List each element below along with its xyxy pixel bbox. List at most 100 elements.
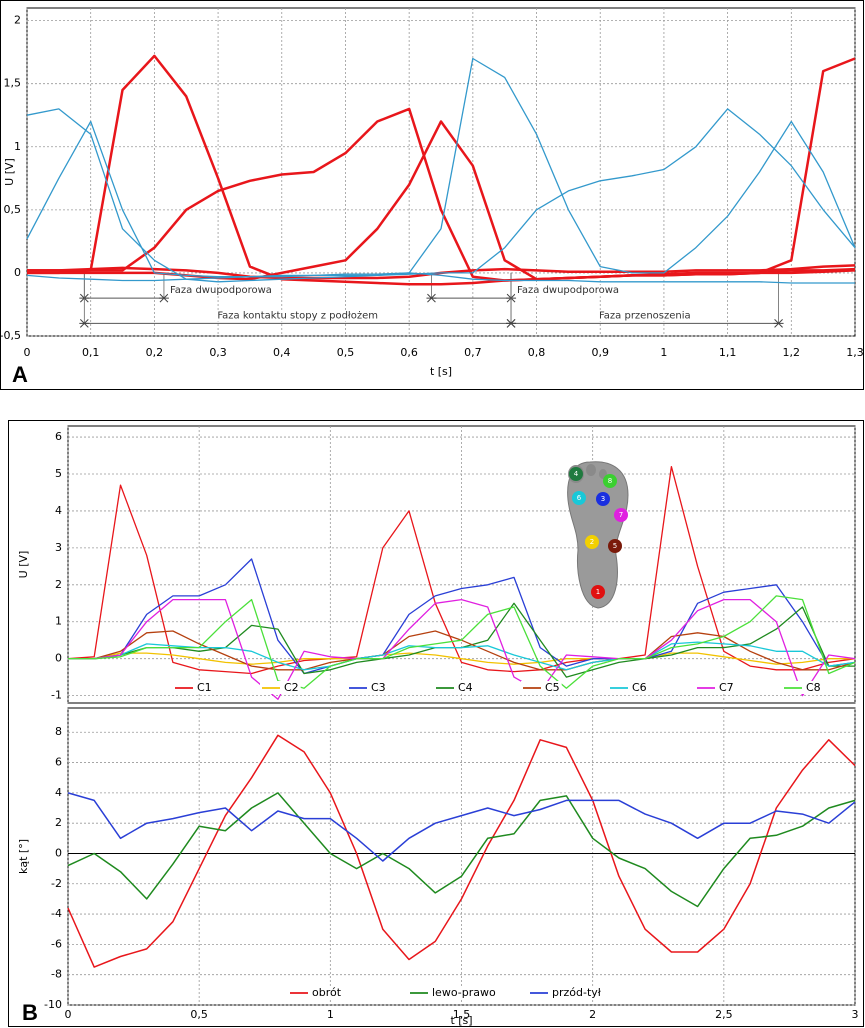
y-tick-label: 3: [55, 541, 62, 554]
series-line: [26, 57, 856, 278]
x-tick-label: 0,4: [273, 346, 291, 359]
plot-area: [26, 7, 856, 337]
sensor-label: 8: [608, 477, 612, 485]
sensor-marker: [608, 539, 622, 553]
y-tick-label: 6: [55, 756, 62, 769]
y-axis-label: U [V]: [17, 551, 30, 579]
legend-bg: [173, 681, 214, 694]
x-tick-label: 2: [589, 1008, 596, 1021]
series-line: [68, 598, 856, 700]
x-tick-label: 0: [65, 1008, 72, 1021]
sensor-marker: [585, 535, 599, 549]
x-axis-label: t [s]: [450, 1014, 472, 1027]
legend-label: C8: [806, 681, 821, 694]
legend-label: C1: [197, 681, 212, 694]
y-tick-label: 0: [14, 266, 21, 279]
y-tick-label: 2: [14, 14, 21, 27]
legend-bg: [260, 681, 301, 694]
toe: [586, 464, 596, 476]
y-axis-label: U [V]: [3, 158, 16, 186]
x-tick-label: 2,5: [715, 1008, 733, 1021]
series-line: [26, 108, 856, 283]
sensor-marker: [614, 508, 628, 522]
y-tick-label: 4: [55, 786, 62, 799]
legend-bg: [288, 986, 344, 999]
x-tick-label: 1: [327, 1008, 334, 1021]
x-tick-label: 0: [24, 346, 31, 359]
sensor-marker: [591, 585, 605, 599]
foot-inset: 1 2 3 4 5 6 7 8: [567, 461, 629, 609]
legend-label: lewo-prawo: [432, 986, 496, 999]
x-tick-label: 0,6: [400, 346, 418, 359]
x-tick-label: 0,3: [209, 346, 227, 359]
annotation-star: [506, 319, 517, 328]
y-tick-label: 6: [55, 430, 62, 443]
y-tick-label: 1,5: [4, 77, 22, 90]
sensor-label: 4: [574, 470, 579, 478]
sensor-label: 1: [596, 588, 600, 596]
x-tick-label: 1,5: [453, 1008, 471, 1021]
panel-b-frame: [8, 420, 864, 1027]
sensor-label: 2: [590, 538, 594, 546]
legend-bg: [521, 681, 562, 694]
annotation-star: [79, 319, 90, 328]
x-tick-label: 0,7: [464, 346, 482, 359]
x-tick-label: 0,9: [591, 346, 609, 359]
y-tick-label: 5: [55, 467, 62, 480]
x-tick-label: 3: [852, 1008, 859, 1021]
y-tick-label: -8: [51, 968, 62, 981]
x-tick-label: 0,5: [337, 346, 355, 359]
series-line: [27, 107, 856, 282]
sensor-marker: [603, 474, 617, 488]
legend-label: przód-tył: [552, 986, 602, 999]
series-line: [67, 465, 856, 675]
y-tick-label: -2: [51, 877, 62, 890]
label-bg: [596, 310, 693, 322]
x-tick-label: 1,3: [846, 346, 864, 359]
y-tick-label: -0,5: [0, 329, 21, 342]
x-tick-label: 1: [660, 346, 667, 359]
y-tick-label: -6: [51, 937, 62, 950]
x-tick-label: 0,8: [528, 346, 546, 359]
sensor-marker: [572, 491, 586, 505]
series-line: [67, 792, 856, 862]
legend-bg: [408, 986, 498, 999]
legend-label: C3: [371, 681, 386, 694]
series-line: [67, 792, 856, 908]
label-bg: [215, 310, 381, 322]
series-line: [68, 595, 856, 689]
y-tick-label: 1: [55, 615, 62, 628]
legend-bg: [695, 681, 736, 694]
series-line: [68, 652, 855, 665]
y-tick-label: 2: [55, 578, 62, 591]
x-tick-label: 0,1: [82, 346, 100, 359]
legend-bg: [782, 681, 823, 694]
y-tick-label: 1: [14, 140, 21, 153]
y-tick-label: 0: [55, 846, 62, 859]
x-tick-label: 0,2: [146, 346, 164, 359]
series-line: [67, 734, 856, 968]
legend-label: C4: [458, 681, 473, 694]
legend-label: C6: [632, 681, 647, 694]
annotation-label: Faza przenoszenia: [599, 310, 691, 321]
panel-label: A: [12, 362, 28, 387]
sensor-marker: [569, 467, 583, 481]
y-tick-label: 0,5: [4, 203, 22, 216]
annotation-star: [773, 319, 784, 328]
y-tick-label: 0: [55, 652, 62, 665]
y-tick-label: -1: [51, 689, 62, 702]
legend-label: C7: [719, 681, 734, 694]
y-tick-label: 4: [55, 504, 62, 517]
sensor-label: 3: [601, 495, 605, 503]
legend-bg: [434, 681, 475, 694]
panel-label: B: [22, 1000, 38, 1025]
label-bg: [515, 285, 622, 297]
annotation-label: Faza dwupodporowa: [517, 285, 619, 296]
x-tick-label: 1,2: [783, 346, 801, 359]
y-tick-label: 2: [55, 816, 62, 829]
annotation-label: Faza kontaktu stopy z podłożem: [217, 310, 378, 321]
y-tick-label: 8: [55, 725, 62, 738]
legend-label: obrót: [312, 986, 342, 999]
